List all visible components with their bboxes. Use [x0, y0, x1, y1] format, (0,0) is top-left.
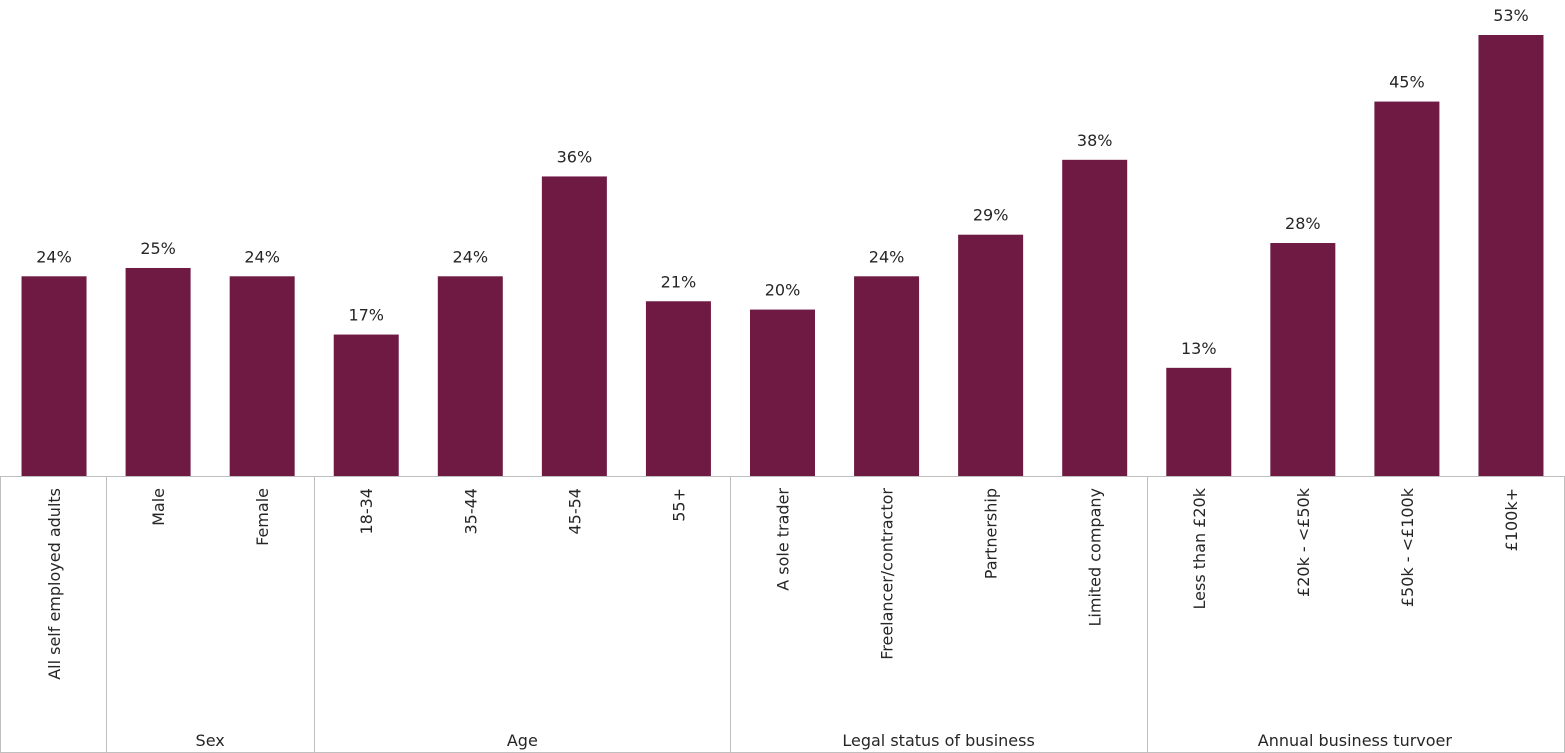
category-label-45-54: 45-54: [565, 488, 584, 535]
group-label-annual-business-turvoer: Annual business turvoer: [1258, 731, 1453, 750]
bar-18-34: [333, 334, 399, 476]
bar-female: [229, 276, 295, 476]
value-label-gbp20k-ltgbp50k: 28%: [1285, 214, 1321, 233]
bar-45-54: [541, 176, 607, 476]
category-labels-layer: All self employed adults Male Female 18-34 3…: [45, 487, 1521, 680]
category-label-less-than-gbp20k: Less than £20k: [1190, 487, 1209, 609]
category-label-55plus: 55+: [669, 488, 688, 522]
bar-55plus: [645, 301, 711, 476]
category-label-gbp20k-ltgbp50k: £20k - <£50k: [1294, 487, 1313, 597]
value-label-female: 24%: [244, 247, 280, 266]
value-label-18-34: 17%: [348, 306, 384, 325]
category-label-gbp50k-ltgbp100k: £50k - <£100k: [1398, 487, 1417, 607]
bars-layer: [21, 35, 1544, 476]
category-label-a-sole-trader: A sole trader: [774, 488, 793, 591]
category-label-limited-company: Limited company: [1086, 488, 1105, 627]
bar-all-self-employed-adults: [21, 276, 87, 476]
category-label-18-34: 18-34: [357, 488, 376, 535]
value-label-freelancer-contractor: 24%: [869, 247, 905, 266]
category-label-freelancer-contractor: Freelancer/contractor: [878, 488, 897, 660]
bar-gbp100kplus: [1478, 35, 1544, 476]
value-labels-layer: 24% 25% 24% 17% 24% 36% 21% 20% 24% 29% 38% 13% 28% 4…: [36, 6, 1529, 358]
category-label-partnership: Partnership: [982, 488, 1001, 579]
category-label-gbp100kplus: £100k+: [1502, 488, 1521, 551]
value-label-55plus: 21%: [661, 272, 697, 291]
bar-freelancer-contractor: [854, 276, 920, 476]
value-label-gbp100kplus: 53%: [1493, 6, 1529, 25]
category-label-35-44: 35-44: [461, 488, 480, 535]
bar-gbp20k-ltgbp50k: [1270, 243, 1336, 476]
bar-a-sole-trader: [750, 309, 815, 476]
group-label-sex: Sex: [196, 731, 225, 750]
category-label-all-self-employed-adults: All self employed adults: [45, 488, 64, 680]
value-label-a-sole-trader: 20%: [765, 281, 801, 300]
bar-partnership: [958, 234, 1024, 476]
value-label-male: 25%: [140, 239, 176, 258]
value-label-all-self-employed-adults: 24%: [36, 247, 72, 266]
value-label-less-than-gbp20k: 13%: [1181, 339, 1217, 358]
bar-male: [125, 267, 191, 476]
value-label-35-44: 24%: [453, 247, 489, 266]
category-label-female: Female: [253, 488, 272, 546]
value-label-45-54: 36%: [557, 147, 593, 166]
group-label-legal-status-of-business: Legal status of business: [842, 731, 1034, 750]
group-labels-layer: Sex Age Legal status of business Annual bus…: [196, 731, 1453, 750]
bar-gbp50k-ltgbp100k: [1374, 101, 1440, 476]
bar-35-44: [437, 276, 503, 476]
bar-less-than-gbp20k: [1166, 367, 1232, 476]
value-label-partnership: 29%: [973, 206, 1009, 225]
value-label-gbp50k-ltgbp100k: 45%: [1389, 73, 1425, 92]
category-label-male: Male: [149, 488, 168, 526]
group-label-age: Age: [507, 731, 538, 750]
value-label-limited-company: 38%: [1077, 131, 1113, 150]
bar-limited-company: [1062, 159, 1128, 476]
